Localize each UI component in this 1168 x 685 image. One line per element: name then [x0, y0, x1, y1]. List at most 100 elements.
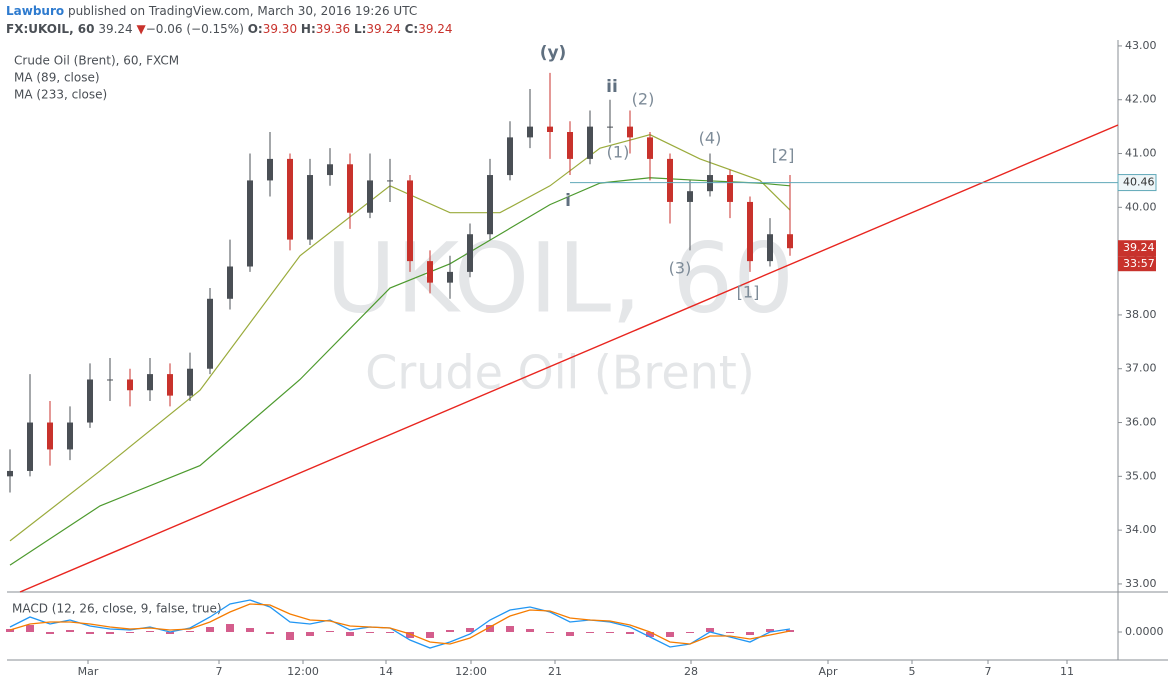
candle-body — [287, 158, 293, 240]
last-price-tag — [1118, 240, 1156, 257]
macd-histogram-bar — [6, 629, 14, 632]
candle-body — [247, 180, 253, 267]
y-tick-label: 34.00 — [1125, 523, 1157, 536]
macd-histogram-bar — [26, 625, 34, 632]
candle-body — [607, 126, 613, 128]
macd-histogram-bar — [546, 632, 554, 633]
wave-label: (4) — [699, 129, 722, 148]
macd-histogram-bar — [266, 632, 274, 634]
macd-histogram-bar — [646, 632, 654, 637]
candle-body — [407, 180, 413, 262]
x-tick-label: 7 — [985, 665, 992, 678]
y-tick-label: 35.00 — [1125, 469, 1157, 482]
macd-histogram-bar — [246, 628, 254, 632]
countdown-tag — [1118, 256, 1156, 272]
macd-histogram-bar — [766, 629, 774, 632]
candle-body — [567, 132, 573, 159]
trendline — [19, 124, 1119, 593]
candle-body — [387, 180, 393, 182]
x-tick-label: 28 — [684, 665, 698, 678]
candle-body — [587, 126, 593, 159]
macd-histogram-bar — [346, 632, 354, 636]
candle-body — [227, 266, 233, 299]
macd-histogram-bar — [286, 632, 294, 640]
high: 39.36 — [316, 22, 350, 36]
quote-line: FX:UKOIL, 60 39.24 ▼−0.06 (−0.15%) O:39.… — [6, 22, 453, 36]
macd-histogram-bar — [406, 632, 414, 638]
candle-body — [107, 379, 113, 381]
x-tick-label: Mar — [78, 665, 99, 678]
y-tick-label: 43.00 — [1125, 39, 1157, 52]
candle-body — [747, 201, 753, 262]
wave-label: (y) — [540, 43, 567, 63]
macd-histogram-bar — [166, 632, 174, 634]
countdown-label: 33:57 — [1123, 257, 1155, 270]
candle-body — [507, 137, 513, 176]
candle-body — [647, 137, 653, 159]
candle-body — [367, 180, 373, 213]
x-tick-label: 7 — [216, 665, 223, 678]
h-label: H: — [301, 22, 316, 36]
published: published on TradingView.com, March 30, … — [68, 4, 417, 18]
wave-label: (3) — [669, 259, 692, 278]
x-tick-label: 21 — [548, 665, 562, 678]
y-tick-label: 42.00 — [1125, 93, 1157, 106]
candle-body — [87, 379, 93, 423]
macd-histogram-bar — [366, 632, 374, 633]
candle-body — [307, 175, 313, 240]
macd-histogram-bar — [86, 632, 94, 634]
legend-entry: MA (89, close) — [14, 71, 100, 85]
low: 39.24 — [366, 22, 400, 36]
x-tick-label: 11 — [1060, 665, 1074, 678]
candle-body — [167, 374, 173, 396]
candle-body — [487, 175, 493, 235]
change: −0.06 (−0.15%) — [146, 22, 244, 36]
candle-body — [47, 422, 53, 450]
candle-body — [327, 164, 333, 176]
x-tick-label: 12:00 — [287, 665, 319, 678]
author[interactable]: Lawburo — [6, 4, 64, 18]
candle-body — [267, 158, 273, 181]
macd-histogram-bar — [586, 632, 594, 633]
y-tick-label: 33.00 — [1125, 577, 1157, 590]
legend-entry: MA (233, close) — [14, 88, 107, 102]
candle-body — [687, 191, 693, 202]
wave-label: ii — [606, 77, 618, 97]
macd-histogram-bar — [306, 632, 314, 636]
macd-histogram-bar — [506, 626, 514, 632]
moving-average — [9, 134, 791, 542]
macd-histogram-bar — [46, 632, 54, 634]
macd-histogram-bar — [626, 632, 634, 634]
macd-histogram-bar — [66, 630, 74, 632]
o-label: O: — [248, 22, 263, 36]
signal-line — [9, 603, 791, 645]
c-label: C: — [405, 22, 419, 36]
wave-label: i — [565, 191, 571, 211]
wave-label: [1] — [737, 283, 760, 302]
candle-body — [127, 379, 133, 391]
candle-body — [27, 422, 33, 471]
macd-histogram-bar — [726, 632, 734, 633]
wave-label: (1) — [607, 143, 630, 162]
last: 39.24 — [98, 22, 132, 36]
macd-histogram-bar — [466, 628, 474, 632]
x-tick-label: 12:00 — [455, 665, 487, 678]
macd-histogram-bar — [686, 632, 694, 633]
macd-histogram-bar — [526, 629, 534, 632]
candle-body — [447, 271, 453, 283]
macd-histogram-bar — [706, 628, 714, 632]
x-tick-label: 14 — [379, 665, 393, 678]
last-price-label: 39.24 — [1123, 241, 1155, 254]
macd-histogram-bar — [386, 632, 394, 633]
y-tick-label: 41.00 — [1125, 147, 1157, 160]
chart-title: Crude Oil (Brent), 60, FXCM — [14, 54, 179, 68]
watermark-subtitle: Crude Oil (Brent) — [365, 346, 755, 400]
macd-y-tick-label: 0.0000 — [1125, 625, 1164, 638]
macd-histogram-bar — [106, 632, 114, 634]
macd-histogram-bar — [206, 627, 214, 632]
candle-body — [547, 126, 553, 132]
wave-label: [2] — [772, 146, 795, 165]
macd-histogram-bar — [126, 632, 134, 633]
close: 39.24 — [418, 22, 452, 36]
